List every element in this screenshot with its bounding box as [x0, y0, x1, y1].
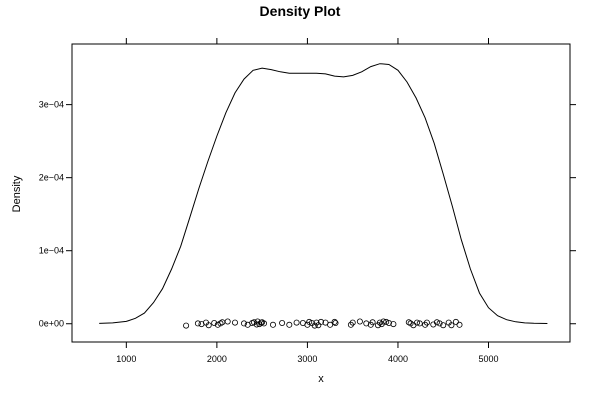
- rug-point: [269, 321, 276, 328]
- rug-point: [279, 319, 286, 326]
- rug-point: [356, 318, 363, 325]
- plot-frame: [71, 43, 571, 343]
- rug-point: [369, 319, 376, 326]
- rug-point: [306, 318, 313, 325]
- y-tick-label: 3e−04: [39, 100, 64, 110]
- x-axis-label: x: [318, 373, 324, 385]
- rug-point: [183, 322, 190, 329]
- rug-point: [456, 321, 463, 328]
- y-axis-label: Density: [11, 175, 23, 212]
- x-tick-label: 1000: [116, 354, 136, 364]
- y-tick-label: 2e−04: [39, 173, 64, 183]
- chart-title: Density Plot: [260, 3, 341, 19]
- rug-point: [311, 322, 318, 329]
- rug-point: [331, 318, 338, 325]
- rug-point: [194, 320, 201, 327]
- rug-point: [293, 319, 300, 326]
- density-curve-layer: [99, 63, 548, 324]
- rug-point: [224, 318, 231, 325]
- rug-point: [231, 319, 238, 326]
- rug-point: [349, 319, 356, 326]
- y-tick-label: 1e−04: [39, 246, 64, 256]
- x-tick-label: 3000: [297, 354, 317, 364]
- x-tick-label: 4000: [388, 354, 408, 364]
- rug-point: [416, 320, 423, 327]
- rug-point: [219, 319, 226, 326]
- rug-point: [433, 319, 440, 326]
- tick-labels: 1000 2000 3000 4000 5000 0e+00 1e−04 2e−04 3e−04: [39, 100, 499, 364]
- y-tick-label: 0e+00: [39, 319, 64, 329]
- x-tick-label: 2000: [207, 354, 227, 364]
- rug-point: [376, 319, 383, 326]
- rug-point: [380, 318, 387, 325]
- rug-point: [332, 319, 339, 326]
- rug-point: [383, 318, 390, 325]
- rug-point: [413, 319, 420, 326]
- rug-point: [390, 321, 397, 328]
- x-tick-label: 5000: [478, 354, 498, 364]
- rug-point: [286, 321, 293, 328]
- rug-point: [448, 322, 455, 329]
- rug-point: [385, 319, 392, 326]
- rug-point: [211, 319, 218, 326]
- density-curve: [99, 63, 548, 324]
- rug-point: [240, 320, 247, 327]
- rug-point: [452, 318, 459, 325]
- rug-point: [205, 322, 212, 329]
- rug-point: [260, 320, 267, 327]
- rug-point: [423, 319, 430, 326]
- rug-points-layer: [183, 318, 463, 329]
- axis-ticks: [66, 38, 576, 348]
- rug-point: [440, 322, 447, 329]
- rug-point: [317, 318, 324, 325]
- rug-point: [327, 321, 334, 328]
- rug-point: [436, 320, 443, 327]
